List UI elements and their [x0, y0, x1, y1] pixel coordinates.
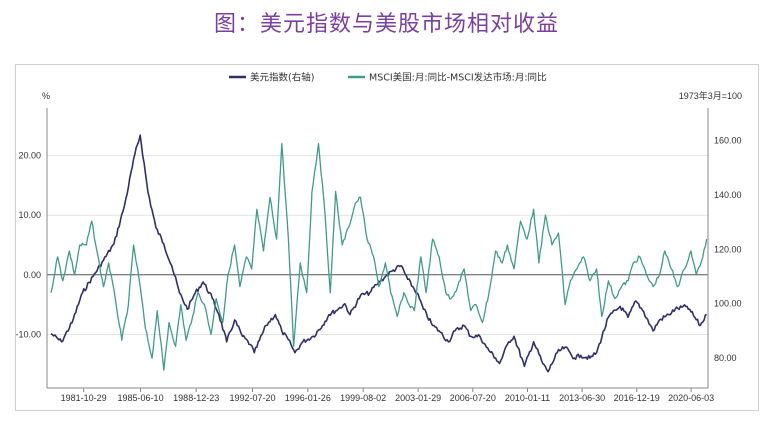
x-tick-label: 1981-10-29	[61, 393, 107, 403]
legend: 美元指数(右轴) MSCI美国:月:同比-MSCI发达市场:月:同比	[229, 72, 547, 84]
x-tick-label: 2006-07-20	[450, 393, 496, 403]
x-tick-label: 1996-01-26	[285, 393, 331, 403]
legend-label: MSCI美国:月:同比-MSCI发达市场:月:同比	[369, 72, 547, 84]
series-line-msci-spread	[50, 143, 708, 371]
x-tick-label: 2013-06-30	[559, 393, 605, 403]
x-tick-label: 2003-01-29	[395, 393, 441, 403]
series-layer	[50, 134, 708, 373]
left-tick-label: 0.00	[23, 270, 41, 280]
left-tick-label: 10.00	[18, 210, 41, 220]
x-tick-label: 2020-06-03	[668, 393, 714, 403]
right-tick-label: 160.00	[714, 136, 742, 146]
x-tick-label: 2016-12-19	[614, 393, 660, 403]
right-tick-label: 80.00	[714, 353, 737, 363]
legend-label: 美元指数(右轴)	[250, 72, 314, 84]
left-tick-label: 20.00	[18, 151, 41, 161]
x-tick-label: 2010-01-11	[505, 393, 550, 403]
x-tick-label: 1985-06-10	[118, 393, 164, 403]
page-title: 图：美元指数与美股市场相对收益	[213, 12, 559, 37]
x-tick-label: 1992-07-20	[229, 393, 275, 403]
right-tick-label: 100.00	[714, 299, 742, 309]
axes: 20.00 10.00 0.00 -10.00 160.00 140.00 120.00 10…	[15, 108, 742, 403]
right-tick-label: 140.00	[714, 190, 742, 200]
series-line-dollar-index	[50, 134, 707, 373]
left-axis-unit: %	[42, 91, 50, 101]
chart-frame	[15, 64, 759, 411]
left-tick-label: -10.00	[15, 329, 41, 339]
x-tick-label: 1999-08-02	[340, 393, 386, 403]
right-axis-unit: 1973年3月=100	[679, 90, 742, 101]
x-tick-label: 1988-12-23	[173, 393, 219, 403]
right-tick-label: 120.00	[714, 244, 742, 254]
